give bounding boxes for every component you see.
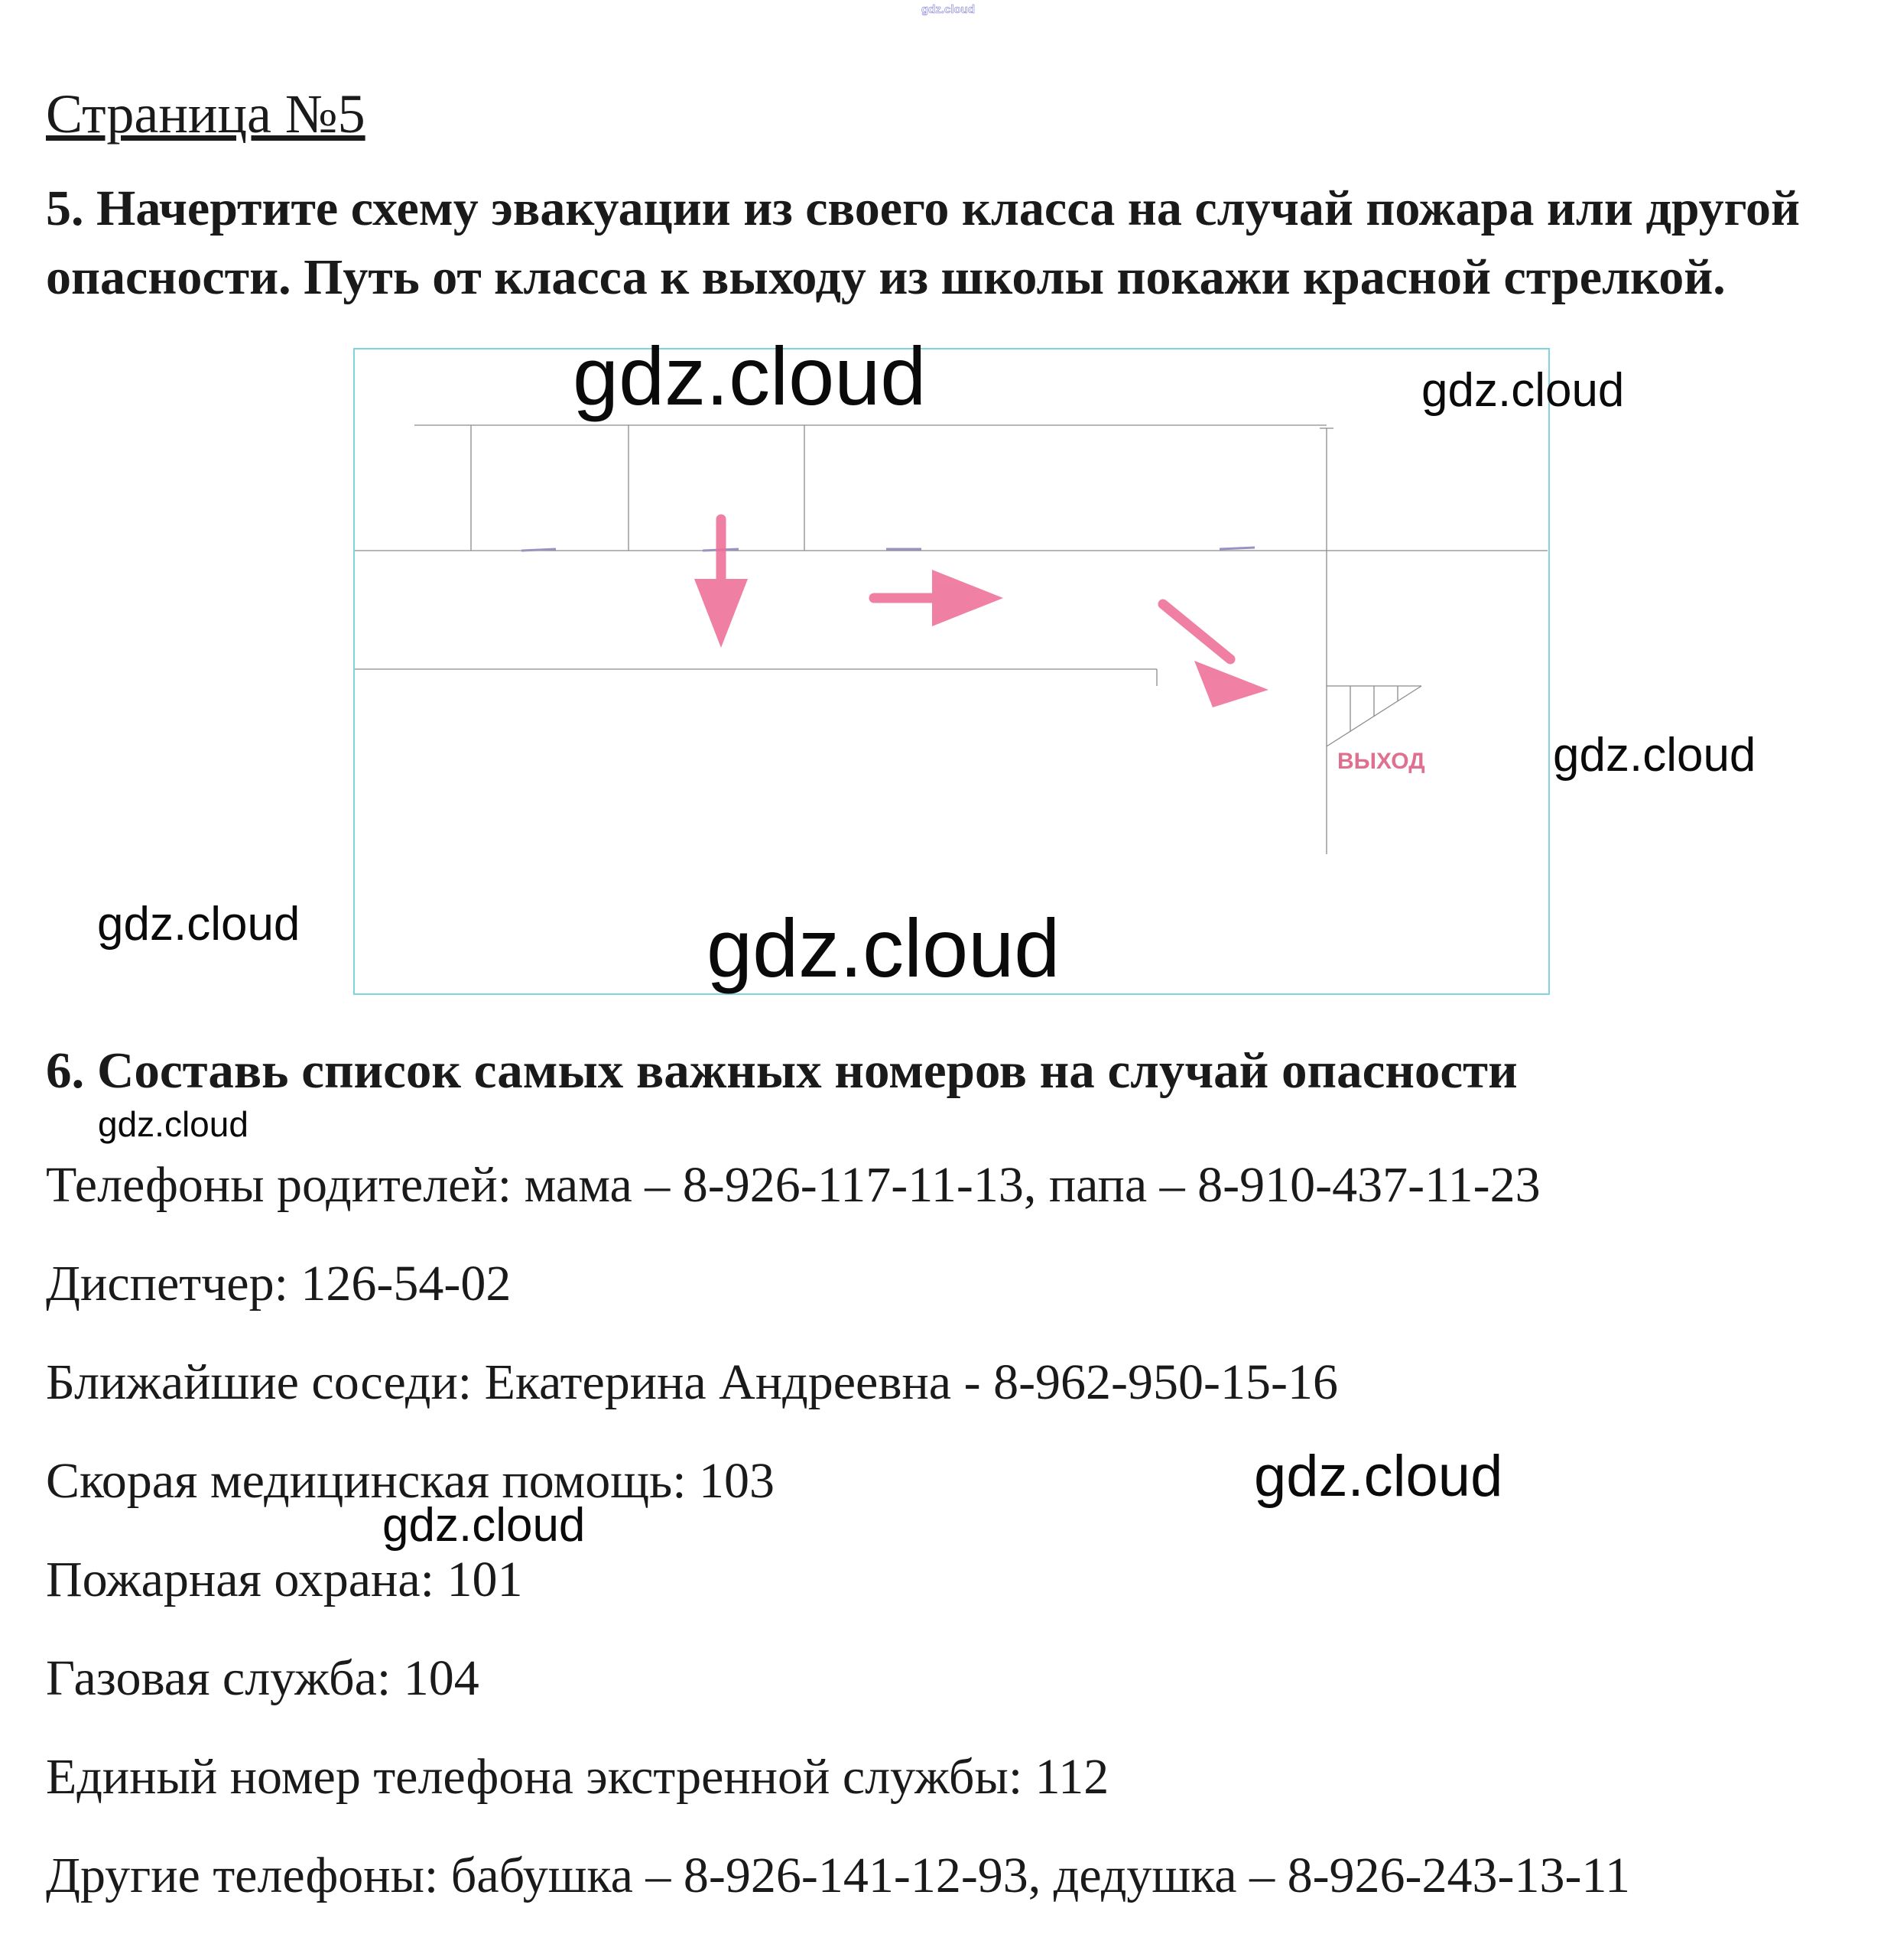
svg-text:ВЫХОД: ВЫХОД bbox=[1337, 749, 1425, 774]
